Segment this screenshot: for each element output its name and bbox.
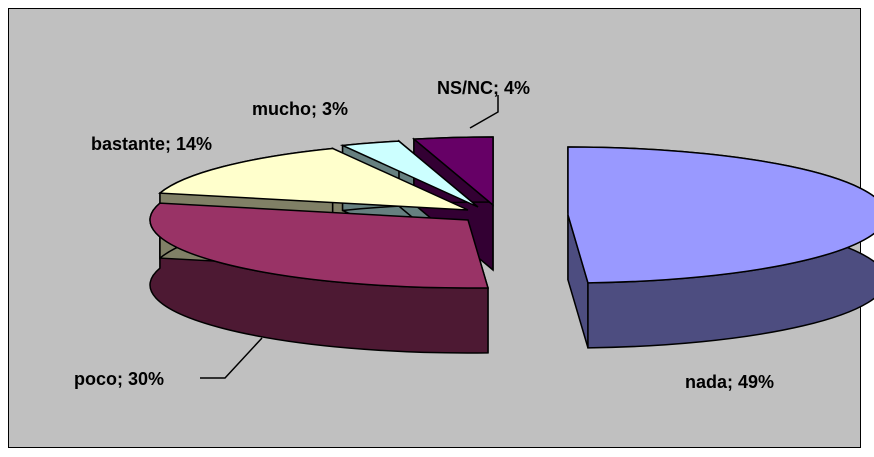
slice-mucho [339, 140, 479, 208]
slice-label-mucho: mucho; 3% [252, 99, 348, 119]
slice-poco [149, 202, 489, 289]
slice-nsnc [411, 136, 494, 207]
slice-label-bastante: bastante; 14% [91, 134, 212, 154]
slice-tops [149, 136, 874, 289]
slice-label-poco: poco; 30% [74, 369, 164, 389]
leader-line-poco [200, 337, 263, 379]
slice-bastante [158, 147, 469, 211]
slice-label-nsnc: NS/NC; 4% [437, 78, 530, 98]
slice-nada [567, 146, 874, 284]
leader-lines [200, 95, 499, 379]
slice-label-nada: nada; 49% [685, 372, 774, 392]
leader-line-nsnc [469, 95, 499, 129]
